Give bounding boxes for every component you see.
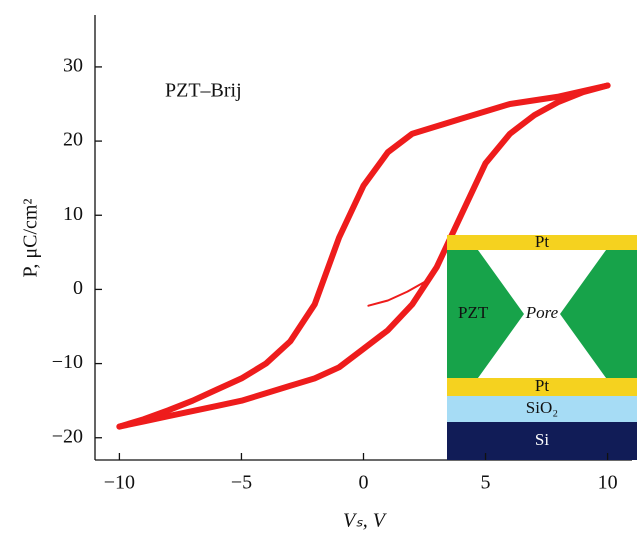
y-tick-label: −10 (52, 351, 83, 373)
inset-label: PZT (458, 303, 489, 322)
pore (478, 250, 606, 378)
series-line (116, 82, 611, 430)
inset-label: Pt (535, 232, 549, 251)
bottom-electrode (447, 378, 637, 396)
inset-label: Si (535, 430, 549, 449)
x-tick-label: 5 (481, 472, 491, 494)
substrate (447, 422, 637, 460)
series-line (116, 82, 611, 430)
plot-area (116, 82, 611, 430)
annotation: PZT–Brij (165, 80, 242, 102)
y-tick-label: 30 (63, 55, 83, 77)
y-axis-label: P, μC/cm² (20, 199, 42, 278)
x-tick-label: −5 (231, 472, 252, 494)
top-electrode (447, 235, 637, 250)
x-axis-label: Vₛ, V (343, 510, 388, 532)
y-tick-label: −20 (52, 425, 83, 447)
inset-label: Pore (525, 303, 559, 322)
x-tick-label: 0 (359, 472, 369, 494)
y-tick-label: 0 (73, 277, 83, 299)
x-tick-label: 10 (598, 472, 618, 494)
inset-diagram: Pt PZT Pore Pt SiO₂ Si (447, 232, 637, 460)
inset-label: Pt (535, 376, 549, 395)
y-tick-label: 10 (63, 203, 83, 225)
inset-label: SiO₂ (526, 398, 558, 417)
series-line (367, 281, 426, 307)
x-tick-label: −10 (104, 472, 135, 494)
oxide (447, 396, 637, 422)
y-tick-label: 20 (63, 129, 83, 151)
